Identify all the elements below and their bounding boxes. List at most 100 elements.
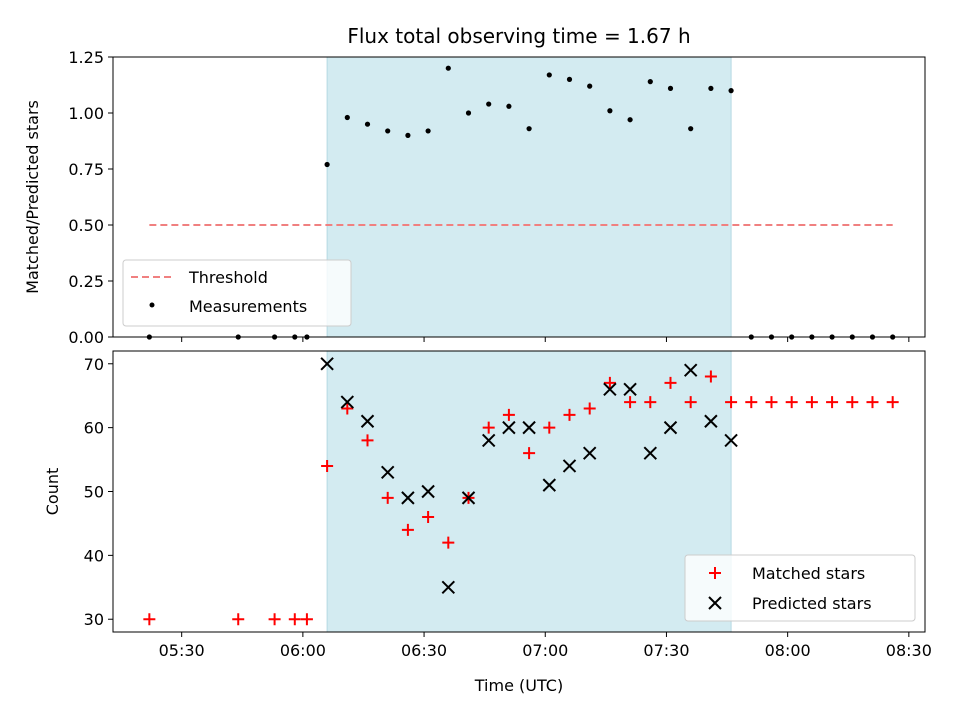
predicted-star-marker — [502, 420, 516, 435]
matched-star-marker — [143, 613, 156, 626]
matched-star-marker — [745, 396, 758, 409]
predicted-star-marker — [562, 459, 577, 473]
y-tick-label: 50 — [84, 483, 104, 502]
legend-measurements-swatch — [149, 302, 155, 308]
matched-star-marker — [442, 536, 455, 549]
measurement-point — [708, 85, 714, 91]
legend-predicted-swatch — [708, 596, 722, 610]
predicted-star-marker — [582, 446, 597, 460]
ratio-panel-frame — [112, 56, 926, 338]
y-tick-label: 60 — [84, 419, 104, 438]
ratio-panel: 0.00 0.25 0.50 0.75 1.00 1.25 Flux total obse… — [23, 24, 926, 347]
predicted-star-marker — [360, 414, 375, 428]
predicted-star-marker — [643, 446, 658, 460]
measurement-point — [405, 132, 411, 138]
x-tick-label: 05:30 — [159, 641, 205, 660]
ratio-y-ticks: 0.00 0.25 0.50 0.75 1.00 1.25 — [68, 48, 113, 347]
ratio-x-ticks — [181, 337, 910, 342]
matched-star-marker — [624, 396, 637, 409]
matched-star-marker — [684, 396, 697, 409]
x-tick-label: 07:30 — [643, 641, 689, 660]
matched-star-marker — [232, 613, 245, 626]
measurement-point — [667, 85, 674, 91]
matched-star-marker — [664, 376, 677, 389]
matched-star-marker — [288, 613, 301, 626]
matched-star-marker — [805, 396, 818, 409]
x-tick-label: 07:00 — [522, 641, 568, 660]
y-tick-label: 0.00 — [68, 328, 104, 347]
matched-star-marker — [866, 396, 879, 409]
measurement-point — [647, 79, 653, 85]
measurement-point — [566, 76, 573, 82]
matched-star-marker — [644, 396, 657, 409]
predicted-star-marker — [542, 478, 557, 492]
predicted-star-marker — [663, 420, 678, 435]
ratio-y-axis-label: Matched/Predicted stars — [23, 100, 42, 294]
measurement-point — [425, 128, 431, 134]
matched-star-marker — [523, 447, 536, 460]
predicted-star-marker — [522, 420, 536, 435]
x-tick-label: 06:00 — [280, 641, 326, 660]
observing-window-shade — [326, 57, 732, 337]
count-panel: 30 40 50 60 70 05:30 06:00 06:30 07:00 07:30 08:0… — [43, 350, 932, 695]
predicted-star-marker — [704, 414, 718, 428]
ratio-legend: Threshold Measurements — [122, 259, 352, 327]
predicted-star-marker — [401, 491, 415, 505]
measurement-point — [324, 161, 330, 168]
legend-matched-label: Matched stars — [752, 564, 865, 583]
ratio-legend-box — [122, 259, 352, 327]
predicted-stars-points — [320, 357, 738, 595]
x-tick-label: 08:00 — [765, 641, 811, 660]
measurement-point — [506, 103, 512, 109]
predicted-star-marker — [603, 382, 617, 397]
measurement-point — [728, 88, 734, 94]
matched-star-marker — [361, 434, 374, 447]
predicted-star-marker — [461, 491, 476, 505]
matched-star-marker — [846, 396, 859, 409]
matched-star-marker — [603, 376, 616, 389]
measurement-point — [546, 72, 552, 78]
y-tick-label: 0.75 — [68, 160, 104, 179]
legend-predicted-label: Predicted stars — [752, 594, 872, 613]
measurement-point — [688, 126, 694, 132]
matched-stars-points — [143, 370, 899, 626]
count-legend-box — [684, 554, 916, 622]
y-tick-label: 30 — [84, 610, 104, 629]
time-x-axis-label: Time (UTC) — [474, 676, 563, 695]
measurement-point — [587, 83, 593, 89]
count-x-ticks: 05:30 06:00 06:30 07:00 07:30 08:00 08:30 — [159, 632, 932, 660]
matched-star-marker — [886, 396, 899, 409]
measurement-point — [627, 117, 633, 123]
matched-star-marker — [563, 408, 576, 421]
predicted-star-marker — [340, 395, 355, 409]
measurement-point — [344, 114, 350, 121]
matched-star-marker — [422, 511, 435, 524]
matched-star-marker — [300, 613, 313, 626]
observing-window-shade — [326, 351, 732, 632]
predicted-star-marker — [441, 580, 456, 595]
y-tick-label: 70 — [84, 355, 104, 374]
measurement-point — [607, 108, 613, 114]
predicted-star-marker — [421, 484, 435, 499]
matched-star-marker — [268, 613, 281, 626]
y-tick-label: 40 — [84, 546, 104, 565]
matched-star-marker — [826, 396, 839, 409]
matched-star-marker — [381, 491, 394, 504]
matched-star-marker — [725, 396, 738, 409]
y-tick-label: 0.25 — [68, 272, 104, 291]
matched-star-marker — [482, 421, 495, 434]
legend-measurements-label: Measurements — [189, 297, 307, 316]
matched-star-marker — [765, 396, 778, 409]
shaded-interval — [327, 351, 732, 632]
count-y-ticks: 30 40 50 60 70 — [84, 355, 113, 629]
measurement-point — [465, 110, 472, 116]
matched-star-marker — [341, 402, 354, 415]
y-tick-label: 1.00 — [68, 104, 104, 123]
x-tick-label: 08:30 — [886, 641, 932, 660]
count-y-axis-label: Count — [43, 468, 62, 516]
matched-star-marker — [502, 408, 515, 421]
measurement-point — [364, 121, 371, 127]
y-tick-label: 1.25 — [68, 48, 104, 67]
predicted-star-marker — [683, 363, 698, 377]
